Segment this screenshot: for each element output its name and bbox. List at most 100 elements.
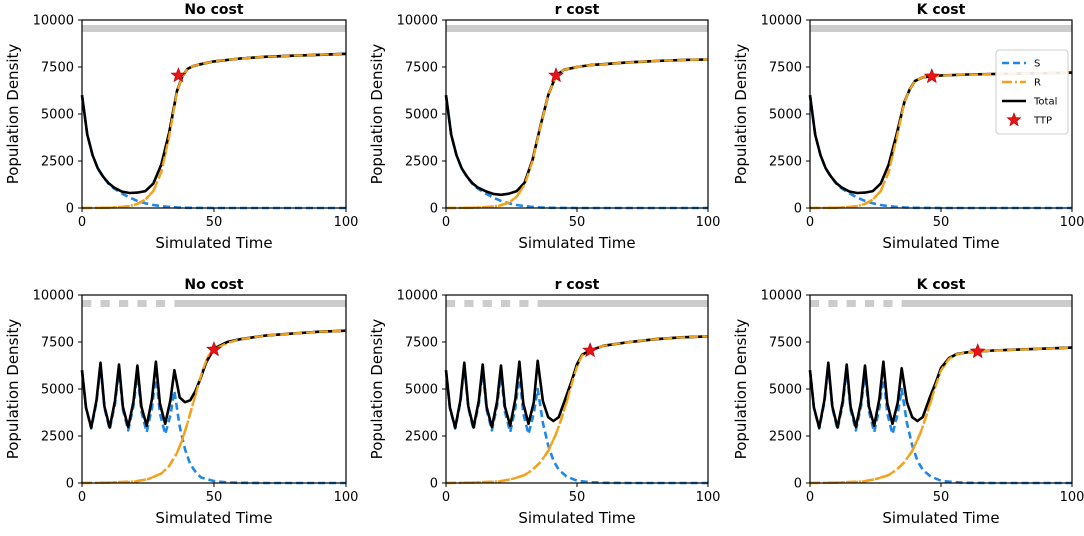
x-tick-label: 100 bbox=[1060, 490, 1084, 505]
y-axis-label: Population Density bbox=[732, 44, 750, 185]
y-axis-label: Population Density bbox=[732, 319, 750, 460]
treatment-bar bbox=[155, 300, 166, 307]
y-tick-label: 2500 bbox=[41, 155, 74, 170]
series-line-s bbox=[444, 365, 708, 485]
x-tick-label: 0 bbox=[806, 215, 814, 230]
x-tick-label: 0 bbox=[78, 215, 86, 230]
legend-label: TTP bbox=[1033, 116, 1052, 127]
legend-label: Total bbox=[1033, 97, 1057, 108]
y-axis-label: Population Density bbox=[4, 44, 22, 185]
x-tick-label: 0 bbox=[78, 490, 86, 505]
y-tick-label: 10000 bbox=[397, 14, 438, 29]
x-tick-label: 100 bbox=[696, 490, 721, 505]
x-axis-label: Simulated Time bbox=[882, 509, 999, 527]
treatment-bar bbox=[828, 300, 838, 307]
chart-title: No cost bbox=[184, 277, 243, 293]
chart-panel-4: No cost 0 2500 5000 7500 10000 0 50 100 Simulated… bbox=[4, 277, 358, 527]
treatment-bar bbox=[482, 300, 492, 307]
x-tick-label: 50 bbox=[569, 490, 586, 505]
y-tick-label: 2500 bbox=[405, 430, 438, 445]
treatment-bar bbox=[537, 300, 708, 307]
x-axis-label: Simulated Time bbox=[882, 234, 999, 252]
y-tick-label: 2500 bbox=[769, 430, 802, 445]
x-tick-label: 50 bbox=[206, 490, 223, 505]
ttp-marker bbox=[206, 341, 222, 357]
series-line-total bbox=[808, 346, 1073, 429]
y-tick-label: 7500 bbox=[405, 61, 438, 76]
legend-marker-ttp bbox=[1006, 112, 1022, 127]
ttp-marker bbox=[548, 67, 565, 83]
x-tick-label: 0 bbox=[442, 490, 450, 505]
series-line-r bbox=[81, 52, 347, 210]
y-axis-label: Population Density bbox=[368, 44, 386, 185]
y-tick-label: 0 bbox=[794, 477, 802, 492]
series-line-total bbox=[80, 52, 347, 195]
x-axis-label: Simulated Time bbox=[155, 509, 272, 527]
y-tick-label: 2500 bbox=[405, 155, 438, 170]
chart-title: r cost bbox=[555, 2, 600, 18]
treatment-bar bbox=[519, 300, 529, 307]
y-tick-label: 7500 bbox=[769, 336, 802, 351]
x-tick-label: 50 bbox=[933, 490, 950, 505]
y-tick-label: 7500 bbox=[41, 61, 74, 76]
treatment-bar bbox=[446, 25, 708, 32]
y-tick-label: 0 bbox=[66, 202, 74, 217]
series-line-r-overlay bbox=[445, 58, 709, 210]
y-tick-label: 10000 bbox=[761, 289, 802, 304]
x-tick-label: 100 bbox=[1060, 215, 1084, 230]
series-line-total bbox=[444, 58, 709, 197]
series-line-r-overlay bbox=[809, 71, 1073, 210]
treatment-bar bbox=[82, 25, 346, 32]
series-line-r-overlay bbox=[809, 346, 1073, 485]
y-tick-label: 7500 bbox=[405, 336, 438, 351]
treatment-bar bbox=[846, 300, 856, 307]
y-tick-label: 5000 bbox=[41, 108, 74, 123]
treatment-bar bbox=[174, 300, 346, 307]
x-tick-label: 100 bbox=[334, 215, 359, 230]
legend-label: S bbox=[1034, 59, 1040, 70]
legend-label: R bbox=[1034, 78, 1041, 89]
y-tick-label: 7500 bbox=[769, 61, 802, 76]
treatment-bar bbox=[118, 300, 129, 307]
series-line-r bbox=[445, 58, 709, 210]
y-tick-label: 2500 bbox=[41, 430, 74, 445]
y-tick-label: 0 bbox=[430, 202, 438, 217]
treatment-bar bbox=[137, 300, 147, 307]
chart-panel-3: K cost 0 2500 5000 7500 10000 0 50 100 Simulated … bbox=[732, 2, 1084, 252]
series-line-r-overlay bbox=[81, 52, 347, 210]
x-axis-label: Simulated Time bbox=[518, 509, 635, 527]
series-line-s bbox=[808, 365, 1072, 485]
y-tick-label: 5000 bbox=[769, 383, 802, 398]
y-tick-label: 10000 bbox=[761, 14, 802, 29]
treatment-bar bbox=[100, 300, 110, 307]
y-tick-label: 0 bbox=[794, 202, 802, 217]
x-axis-label: Simulated Time bbox=[518, 234, 635, 252]
y-tick-label: 2500 bbox=[769, 155, 802, 170]
axes-frame bbox=[81, 19, 347, 209]
treatment-bar bbox=[883, 300, 893, 307]
series-line-total bbox=[444, 335, 709, 429]
chart-panel-6: K cost 0 2500 5000 7500 10000 0 50 100 Simulated … bbox=[732, 277, 1084, 527]
chart-panel-5: r cost 0 2500 5000 7500 10000 0 50 100 Simulated … bbox=[368, 277, 720, 527]
y-tick-label: 10000 bbox=[33, 289, 74, 304]
y-tick-label: 0 bbox=[66, 477, 74, 492]
ttp-marker bbox=[582, 342, 599, 358]
chart-panel-1: No cost 0 2500 5000 7500 10000 0 50 100 Simulated… bbox=[4, 2, 358, 252]
chart-title: r cost bbox=[555, 277, 600, 293]
series-line-r-overlay bbox=[81, 329, 347, 485]
legend: SR Total TTP bbox=[995, 49, 1069, 135]
ttp-marker bbox=[923, 68, 940, 84]
treatment-bar bbox=[82, 300, 92, 307]
treatment-bar bbox=[446, 300, 456, 307]
x-tick-label: 100 bbox=[696, 215, 721, 230]
treatment-bar bbox=[865, 300, 875, 307]
chart-title: K cost bbox=[917, 277, 966, 293]
treatment-bar bbox=[501, 300, 511, 307]
treatment-bar bbox=[810, 25, 1072, 32]
treatment-bar bbox=[464, 300, 474, 307]
x-tick-label: 50 bbox=[569, 215, 586, 230]
ttp-marker bbox=[969, 343, 986, 359]
y-tick-label: 5000 bbox=[769, 108, 802, 123]
axes-frame bbox=[445, 19, 709, 209]
